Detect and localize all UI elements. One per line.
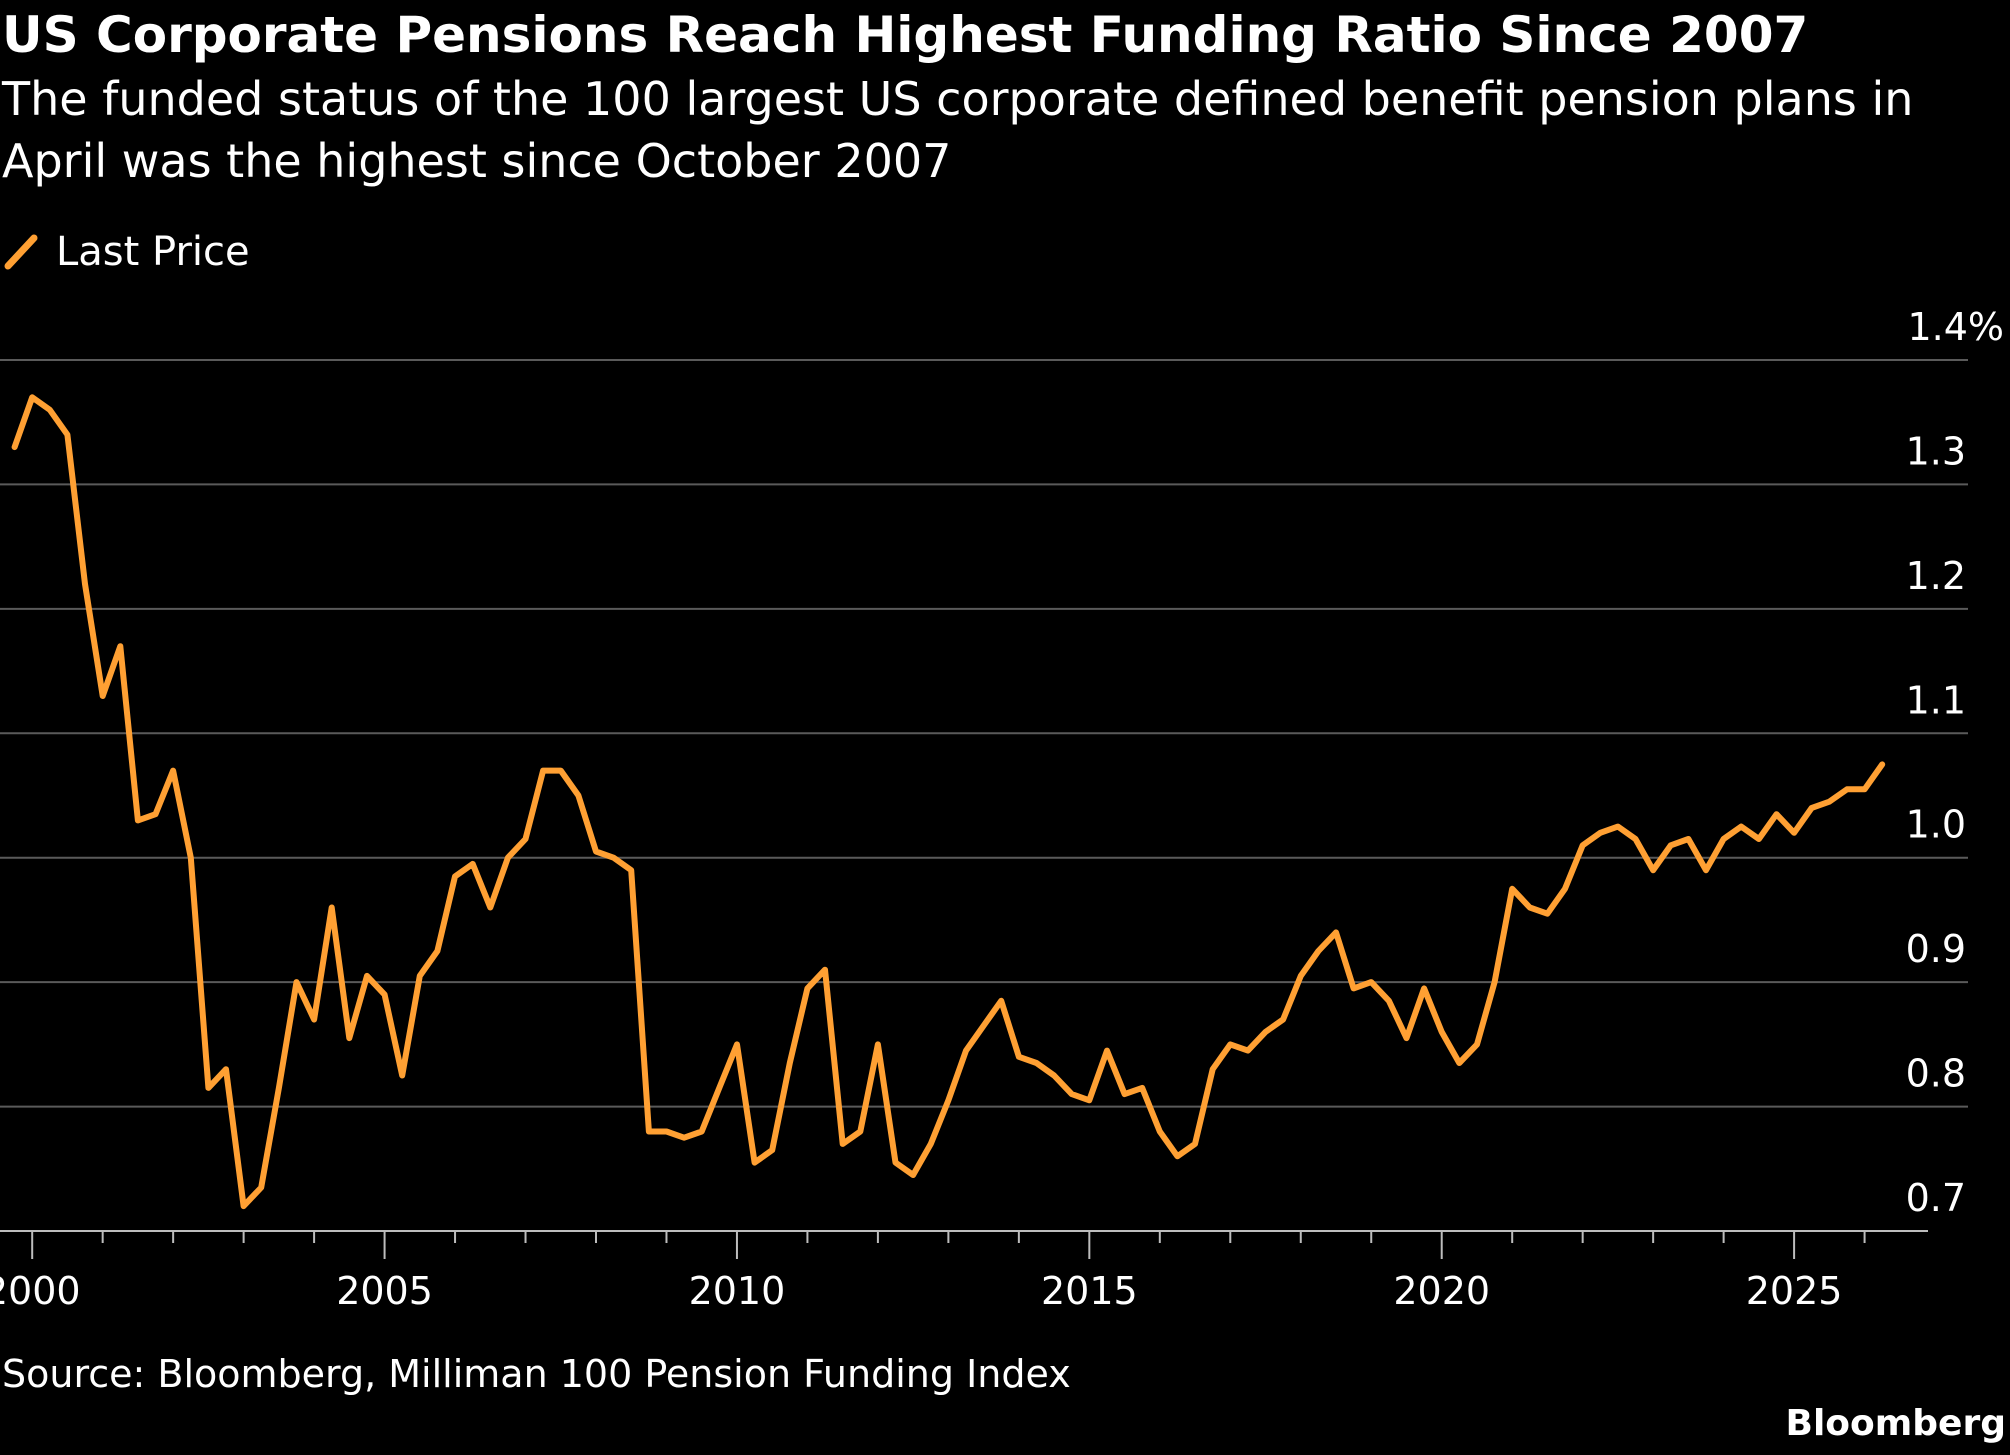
chart-subtitle: The funded status of the 100 largest US … (2, 72, 1914, 188)
x-tick-label: 2020 (1393, 1269, 1490, 1313)
chart-title: US Corporate Pensions Reach Highest Fund… (2, 6, 1809, 64)
series-line-last-price (11, 394, 1886, 1210)
y-tick-label: 1.0 (1906, 803, 1966, 847)
x-tick-label: 2000 (0, 1269, 81, 1313)
x-tick-label: 2015 (1041, 1269, 1138, 1313)
y-tick-label: 0.7 (1906, 1176, 1966, 1220)
x-tick-label: 2010 (689, 1269, 786, 1313)
y-tick-label: 1.2 (1906, 554, 1966, 598)
bloomberg-logo: Bloomberg (1785, 1403, 2006, 1444)
y-tick-label: 1.4% (1907, 305, 2004, 349)
x-axis: 2000 2005 2010 2015 2020 2025 (0, 1230, 1928, 1313)
legend-swatch-last-price (4, 234, 38, 270)
y-tick-label: 0.9 (1906, 927, 1966, 971)
series-lines (11, 394, 1886, 1210)
legend-label-last-price: Last Price (56, 229, 250, 275)
source-note: Source: Bloomberg, Milliman 100 Pension … (2, 1352, 1071, 1396)
grid-lines (0, 359, 1968, 1108)
y-tick-label: 1.1 (1906, 678, 1966, 722)
x-tick-label: 2025 (1746, 1269, 1843, 1313)
legend: Last Price (2, 222, 250, 282)
y-tick-label: 1.3 (1906, 429, 1966, 473)
x-tick-label: 2005 (336, 1269, 433, 1313)
y-axis-tick-labels: 0.7 0.8 0.9 1.0 1.1 1.2 1.3 1.4% (1906, 305, 2004, 1220)
y-tick-label: 0.8 (1906, 1052, 1966, 1096)
